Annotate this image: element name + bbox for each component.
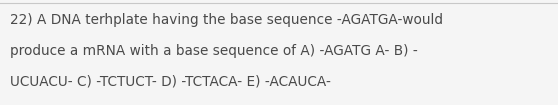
Text: produce a mRNA with a base sequence of A) -AGATG A- B) -: produce a mRNA with a base sequence of A… — [10, 44, 418, 58]
Text: 22) A DNA terhplate having the base sequence -AGATGA-would: 22) A DNA terhplate having the base sequ… — [10, 13, 443, 27]
Text: UCUACU- C) -TCTUCT- D) -TCTACA- E) -ACAUCA-: UCUACU- C) -TCTUCT- D) -TCTACA- E) -ACAU… — [10, 75, 331, 89]
